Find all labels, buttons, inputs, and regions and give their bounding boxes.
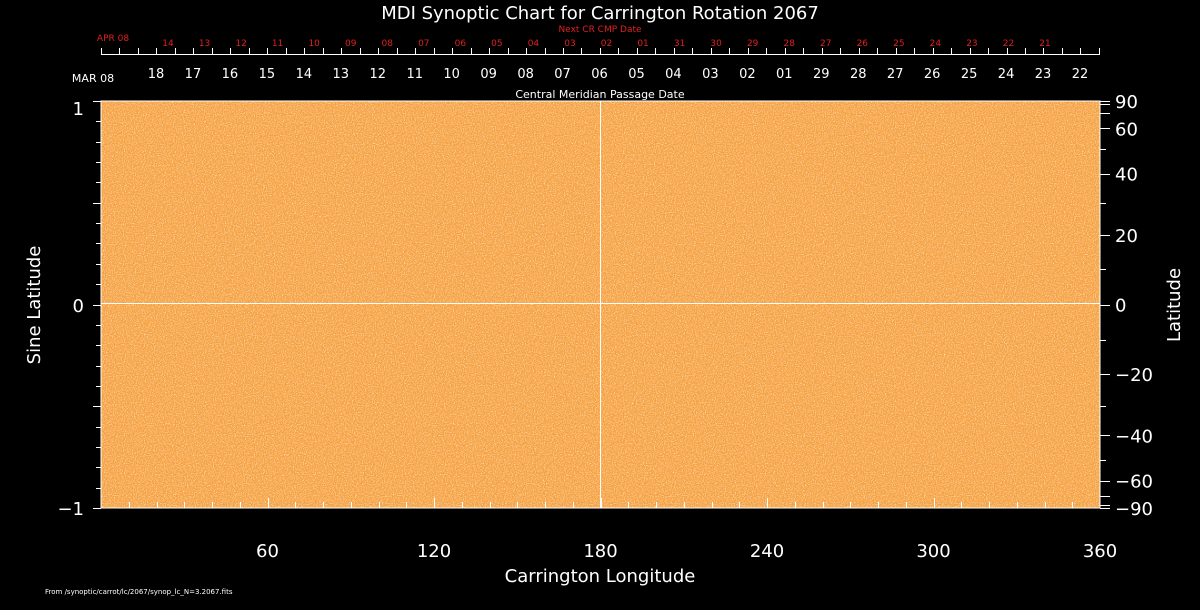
synoptic-map	[100, 100, 1101, 509]
next-cr-date-label: 22	[1003, 39, 1014, 49]
cmp-date-label: 10	[443, 67, 460, 82]
next-cr-date-label: 09	[345, 39, 357, 49]
y-tick-left-bottom: −1	[57, 499, 84, 520]
next-cr-date-label: 02	[601, 39, 612, 49]
axis-ticks	[93, 101, 1110, 509]
cmp-date-label: 22	[1072, 67, 1089, 82]
chart-title: MDI Synoptic Chart for Carrington Rotati…	[381, 3, 819, 24]
next-cr-date-label: 23	[966, 39, 977, 49]
next-cr-date-label: 21	[1039, 39, 1050, 49]
y-tick-right-label: 0	[1115, 296, 1126, 317]
y-axis-right-label: Latitude	[1164, 268, 1185, 342]
next-cr-date-label: 03	[564, 39, 575, 49]
cmp-date-label: 28	[850, 67, 867, 82]
cmp-date-label: 18	[148, 67, 165, 82]
next-cr-date-label: 04	[528, 39, 540, 49]
cmp-date-label: 04	[665, 67, 682, 82]
cmp-date-label: 13	[333, 67, 350, 82]
cmp-date-label: 09	[480, 67, 497, 82]
next-cr-date-label: 29	[747, 39, 759, 49]
cmp-date-label: 06	[591, 67, 608, 82]
y-tick-left-top: 1	[73, 99, 84, 120]
cmp-date-label: 27	[887, 67, 904, 82]
next-cr-date-label: 01	[637, 39, 648, 49]
cmp-start-date: MAR 08	[72, 72, 114, 85]
next-cr-date-label: 06	[455, 39, 467, 49]
cmp-date-label: 25	[961, 67, 978, 82]
next-cr-date-label: 07	[418, 39, 429, 49]
y-tick-right-label: 20	[1115, 226, 1138, 247]
cmp-axis-label: Central Meridian Passage Date	[515, 88, 684, 101]
next-cr-date-label: 27	[820, 39, 831, 49]
next-cr-date-label: 11	[272, 39, 283, 49]
cmp-date-label: 23	[1035, 67, 1052, 82]
x-axis-label: Carrington Longitude	[505, 566, 696, 587]
right-latitude-labels: 90 60 40 20 0 −20 −40 −60 −90	[1115, 92, 1153, 520]
next-cr-date-label: 30	[710, 39, 722, 49]
x-tick-label: 60	[256, 541, 279, 562]
source-filename: From /synoptic/carrot/lc/2067/synop_lc_N…	[45, 588, 233, 596]
cmp-date-label: 29	[813, 67, 830, 82]
y-tick-right-label: 40	[1115, 165, 1138, 186]
y-tick-right-label: 60	[1115, 119, 1138, 140]
next-cr-date-label: 25	[893, 39, 904, 49]
next-cr-date-label: 26	[857, 39, 869, 49]
x-tick-label: 360	[1083, 541, 1117, 562]
cmp-date-label: 24	[998, 67, 1015, 82]
y-tick-right-label: −60	[1115, 472, 1153, 493]
next-cr-date-label: 28	[783, 39, 795, 49]
y-tick-right-label: −90	[1115, 499, 1153, 520]
cmp-date-label: 26	[924, 67, 941, 82]
y-tick-right-label: −20	[1115, 365, 1153, 386]
cmp-date-axis: 18 17 16 15 14 13 12 11 10 09 08 07 06 05 04 03 02 01 29 28…	[101, 39, 1100, 82]
cmp-date-label: 16	[222, 67, 239, 82]
y-tick-right-label: 90	[1115, 92, 1138, 113]
cmp-date-label: 15	[259, 67, 276, 82]
next-cr-date-label: 13	[199, 39, 210, 49]
cmp-date-label: 11	[406, 67, 423, 82]
next-cr-date-label: 24	[930, 39, 942, 49]
cmp-date-label: 08	[517, 67, 534, 82]
y-tick-right-label: −40	[1115, 426, 1153, 447]
cmp-date-label: 05	[628, 67, 645, 82]
next-cr-date-label: 12	[235, 39, 246, 49]
cmp-date-label: 07	[554, 67, 571, 82]
cmp-date-label: 17	[185, 67, 202, 82]
cmp-date-label: 01	[776, 67, 793, 82]
x-tick-label: 240	[750, 541, 784, 562]
next-cr-date-label: 10	[308, 39, 320, 49]
longitude-labels: 60 120 180 240 300 360	[256, 541, 1117, 562]
cmp-date-label: 03	[702, 67, 719, 82]
cmp-date-label: 02	[739, 67, 756, 82]
y-axis-left-label: Sine Latitude	[24, 246, 45, 365]
next-cr-date-label: 08	[382, 39, 394, 49]
next-cr-date-label: 31	[674, 39, 685, 49]
x-tick-label: 300	[916, 541, 950, 562]
x-tick-label: 120	[417, 541, 451, 562]
next-cr-date-label: 05	[491, 39, 502, 49]
cmp-date-label: 14	[296, 67, 313, 82]
next-cr-date-label: 14	[162, 39, 174, 49]
cmp-date-label: 12	[369, 67, 386, 82]
next-cr-label: Next CR CMP Date	[558, 25, 642, 35]
y-tick-left-zero: 0	[73, 296, 84, 317]
next-cr-start-date: APR 08	[97, 34, 129, 44]
x-tick-label: 180	[583, 541, 617, 562]
